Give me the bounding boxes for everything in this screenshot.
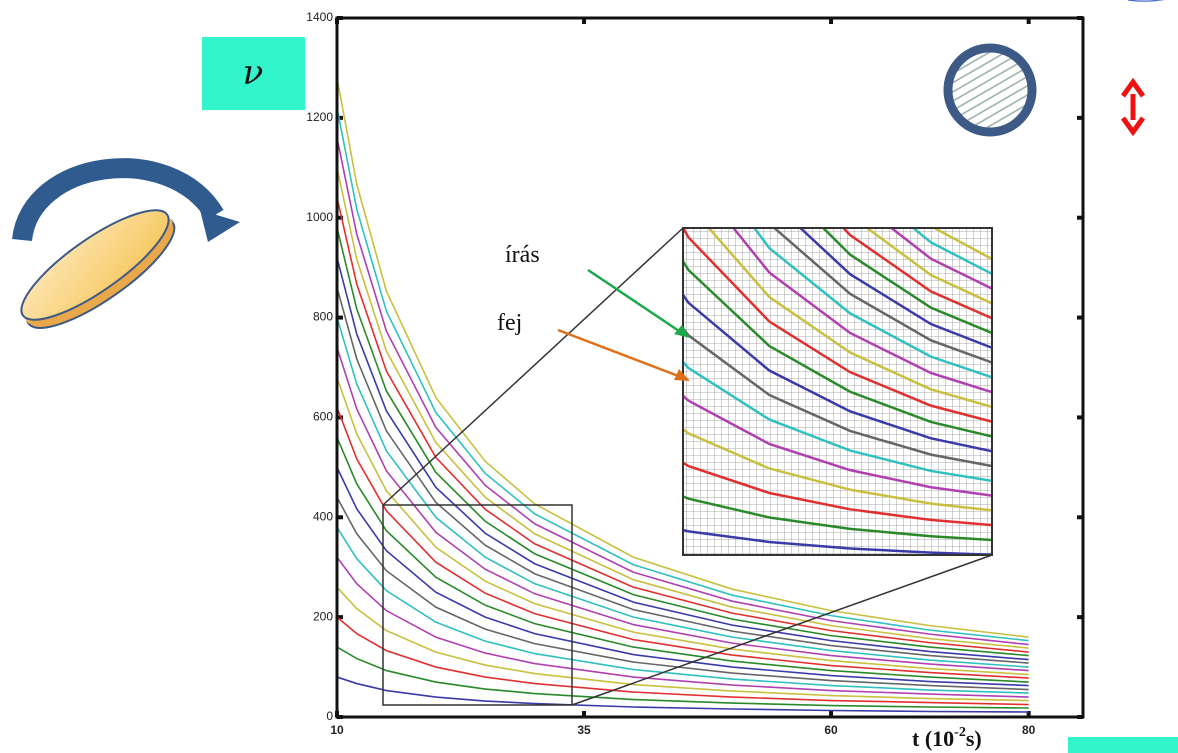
y-tick-label: 800 — [313, 310, 333, 324]
annotation-arrow — [588, 270, 682, 333]
x-axis-label-part: t (10 — [912, 726, 954, 751]
curved-arrow-head — [200, 210, 240, 242]
y-tick-label: 1000 — [306, 210, 333, 224]
annotation-arrow — [558, 330, 681, 377]
corner-box — [1068, 737, 1178, 753]
y-tick-label: 1400 — [306, 10, 333, 24]
x-axis-label: t (10-2s) — [912, 725, 982, 751]
annotation: írás — [505, 242, 540, 268]
x-tick-label: 35 — [577, 723, 591, 737]
symbol: ν — [243, 53, 264, 93]
x-tick-label: 60 — [824, 723, 838, 737]
chart: ν 0 200 400 600 800 1000 1200 1400 10 35 60 80 írás… — [0, 0, 1178, 753]
stray-arrow — [1128, 0, 1172, 1]
zoom-connector — [383, 228, 683, 505]
x-axis-label-part: s) — [966, 726, 982, 751]
x-tick-label: 10 — [330, 723, 344, 737]
annotation: fej — [497, 310, 522, 336]
y-tick-label: 200 — [313, 609, 333, 623]
double-arrow — [1123, 82, 1143, 132]
y-tick-label: 0 — [326, 709, 333, 723]
y-tick-label: 1200 — [306, 110, 333, 124]
disk-icon — [948, 48, 1032, 132]
x-tick-label: 80 — [1022, 723, 1036, 737]
y-tick-label: 600 — [313, 410, 333, 424]
x-axis-label-exponent: -2 — [954, 725, 966, 740]
y-tick-label: 400 — [313, 509, 333, 523]
plot: 0 200 400 600 800 1000 1200 1400 10 35 60 80 — [306, 0, 1178, 737]
page: {"chart_data": { "type": "line", "symbol… — [0, 0, 1178, 753]
